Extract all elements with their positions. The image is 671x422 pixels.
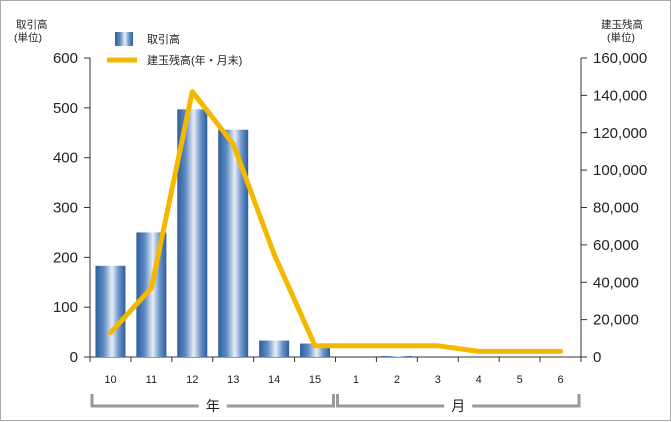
left-tick-label: 600: [53, 50, 78, 67]
left-tick-label: 0: [70, 349, 78, 366]
right-tick-label: 0: [593, 349, 601, 366]
legend-bar-swatch: [115, 32, 133, 46]
group-bracket-left: [338, 394, 445, 406]
x-tick-label: 5: [517, 374, 523, 386]
legend-bar-label: 取引高: [147, 32, 180, 46]
x-tick-label: 12: [186, 374, 198, 386]
bar-trading-volume: [136, 232, 166, 357]
x-tick-label: 6: [557, 374, 563, 386]
left-axis-title-line2: (単位): [14, 31, 42, 44]
group-label: 月: [451, 398, 465, 414]
bar-trading-volume: [259, 341, 289, 357]
x-tick-label: 4: [476, 374, 482, 386]
right-axis-title-line2: (単位): [607, 31, 635, 44]
right-tick-label: 140,000: [593, 87, 647, 104]
group-bracket-right: [472, 394, 579, 406]
right-tick-label: 120,000: [593, 125, 647, 142]
right-axis-title-line1: 建玉残高: [601, 18, 643, 31]
left-tick-label: 500: [53, 100, 78, 117]
right-tick-label: 100,000: [593, 162, 647, 179]
x-tick-label: 10: [104, 374, 116, 386]
right-tick-label: 160,000: [593, 50, 647, 67]
x-tick-label: 1: [353, 374, 359, 386]
right-tick-label: 40,000: [593, 274, 639, 291]
x-tick-label: 11: [146, 374, 157, 386]
left-axis-title-line1: 取引高: [16, 18, 48, 31]
bar-trading-volume: [218, 130, 248, 357]
left-tick-label: 300: [53, 200, 78, 217]
legend-line-label: 建玉残高(年・月末): [147, 53, 242, 67]
left-tick-label: 200: [53, 249, 78, 266]
left-tick-label: 400: [53, 150, 78, 167]
group-label: 年: [206, 398, 220, 414]
x-tick-label: 3: [435, 374, 441, 386]
x-tick-label: 2: [394, 374, 400, 386]
bar-trading-volume: [382, 356, 412, 357]
left-tick-label: 100: [53, 299, 78, 316]
right-tick-label: 20,000: [593, 312, 639, 329]
x-tick-label: 15: [309, 374, 321, 386]
bar-trading-volume: [95, 266, 125, 357]
x-tick-label: 14: [268, 374, 280, 386]
group-bracket-left: [92, 394, 199, 406]
x-tick-label: 13: [227, 374, 239, 386]
right-tick-label: 80,000: [593, 200, 639, 217]
group-bracket-right: [227, 394, 334, 406]
right-tick-label: 60,000: [593, 237, 639, 254]
